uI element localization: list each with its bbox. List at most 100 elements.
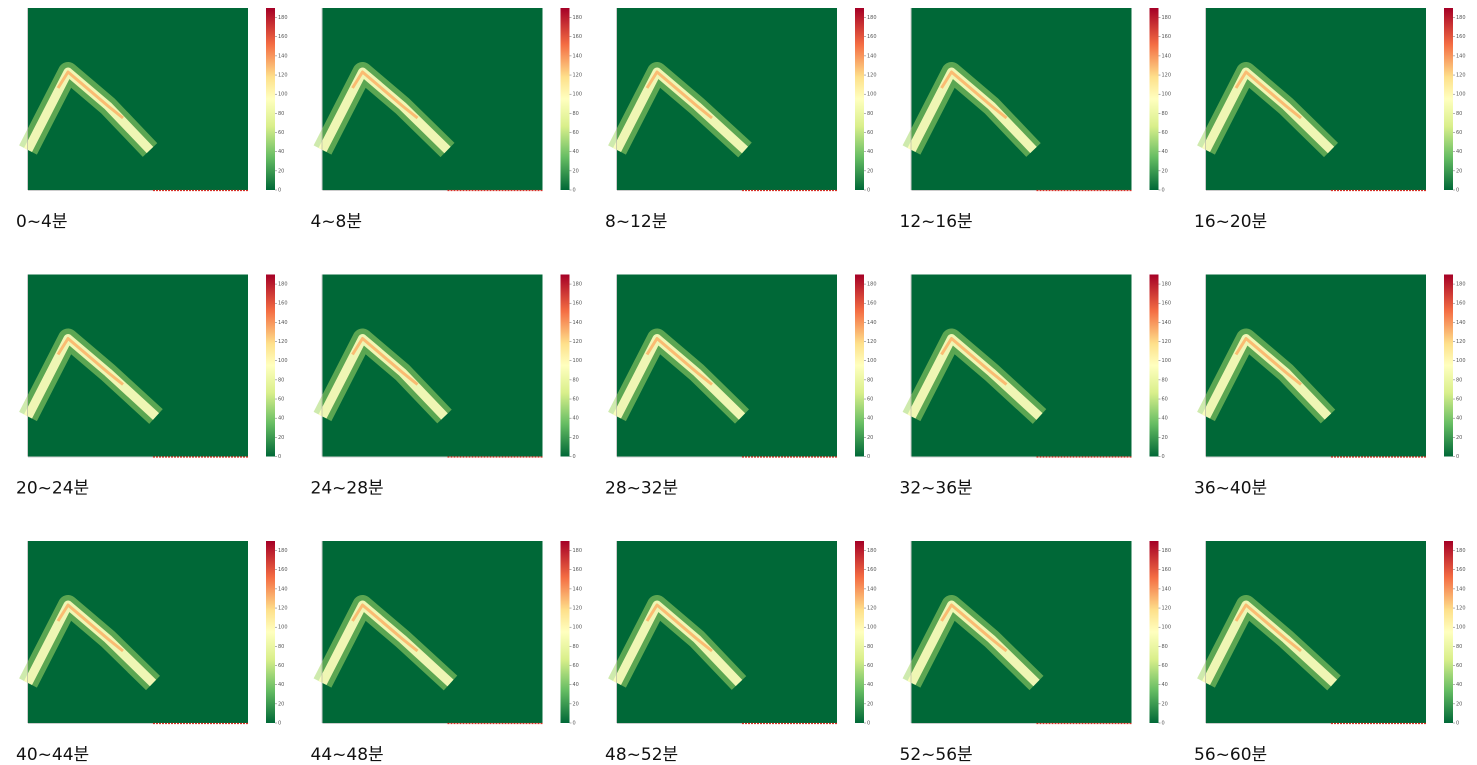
heatmap-band-core xyxy=(56,70,124,120)
colorbar-tick-label: 80 xyxy=(867,644,873,650)
colorbar-tick-label: 20 xyxy=(573,168,579,174)
colorbar-tick-label: 120 xyxy=(1456,73,1466,79)
colorbar-tick-label: 140 xyxy=(573,53,583,59)
colorbar xyxy=(1149,274,1159,457)
colorbar-tick-label: 140 xyxy=(867,53,877,59)
colorbar-tick-label: 180 xyxy=(1162,282,1172,288)
colorbar-tick-label: 140 xyxy=(867,320,877,326)
colorbar-tick-label: 180 xyxy=(278,548,288,554)
colorbar-tick-label: 80 xyxy=(867,111,873,117)
heatmap-panel: 0 20 40 60 80 100 120 140 160 180 24~28분 xyxy=(311,274,583,499)
colorbar-tick-label: 120 xyxy=(1162,339,1172,345)
colorbar-tick-label: 120 xyxy=(573,606,583,612)
colorbar-tick-label: 60 xyxy=(1162,130,1168,136)
colorbar-tick-label: 80 xyxy=(1162,111,1168,117)
colorbar-tick-label: 0 xyxy=(278,188,281,194)
colorbar-tick-label: 140 xyxy=(573,586,583,592)
colorbar-tick-label: 160 xyxy=(278,301,288,307)
panel-caption: 12~16분 xyxy=(900,212,973,232)
heatmap-panel: 0 20 40 60 80 100 120 140 160 180 12~16분 xyxy=(900,8,1172,232)
heatmap-panel: 0 20 40 60 80 100 120 140 160 180 28~32분 xyxy=(605,274,877,499)
colorbar-tick-label: 180 xyxy=(278,282,288,288)
colorbar-tick-label: 40 xyxy=(1162,682,1168,688)
colorbar-tick-label: 20 xyxy=(573,435,579,441)
colorbar-tick-label: 40 xyxy=(867,682,873,688)
colorbar-tick-label: 20 xyxy=(278,435,284,441)
colorbar-tick-label: 80 xyxy=(867,377,873,383)
colorbar-tick-label: 40 xyxy=(573,682,579,688)
panel-caption: 36~40분 xyxy=(1194,479,1267,499)
heatmap-panel: 0 20 40 60 80 100 120 140 160 180 48~52분 xyxy=(605,541,877,765)
colorbar-tick-label: 40 xyxy=(278,682,284,688)
colorbar-tick-label: 160 xyxy=(1162,301,1172,307)
colorbar-tick-label: 60 xyxy=(573,663,579,669)
heatmap-band-core xyxy=(351,337,419,386)
colorbar-tick-label: 100 xyxy=(573,625,583,631)
colorbar-tick-label: 60 xyxy=(1456,130,1462,136)
colorbar-tick-label: 160 xyxy=(1456,567,1466,573)
colorbar-tick-label: 100 xyxy=(1162,625,1172,631)
colorbar-tick-label: 140 xyxy=(278,586,288,592)
colorbar-tick-label: 120 xyxy=(278,339,288,345)
colorbar-tick-label: 0 xyxy=(573,454,576,460)
colorbar-tick-label: 120 xyxy=(867,606,877,612)
colorbar-tick-label: 160 xyxy=(1456,301,1466,307)
colorbar-tick-label: 60 xyxy=(573,397,579,403)
heatmap-band-core xyxy=(351,603,419,653)
colorbar xyxy=(266,8,275,190)
colorbar-tick-label: 60 xyxy=(278,663,284,669)
colorbar xyxy=(560,541,570,723)
colorbar-tick-label: 80 xyxy=(573,111,579,117)
colorbar-tick-label: 160 xyxy=(1162,34,1172,40)
heatmap-panel: 0 20 40 60 80 100 120 140 160 180 32~36분 xyxy=(900,274,1172,499)
colorbar-tick-label: 100 xyxy=(278,625,288,631)
colorbar-tick-label: 100 xyxy=(573,358,583,364)
heatmap-panel: 0 20 40 60 80 100 120 140 160 180 56~60분 xyxy=(1194,541,1466,765)
colorbar-tick-label: 140 xyxy=(278,53,288,59)
colorbar xyxy=(560,274,570,457)
colorbar-tick-label: 20 xyxy=(1162,168,1168,174)
panel-caption: 40~44분 xyxy=(16,745,89,765)
colorbar-tick-label: 100 xyxy=(278,92,288,98)
colorbar-tick-label: 180 xyxy=(867,15,877,21)
heatmap-band-core xyxy=(645,70,713,120)
colorbar-tick-label: 40 xyxy=(1456,416,1462,422)
colorbar-tick-label: 0 xyxy=(867,721,870,727)
colorbar-tick-label: 20 xyxy=(573,701,579,707)
colorbar-tick-label: 160 xyxy=(573,301,583,307)
colorbar-tick-label: 120 xyxy=(1162,73,1172,79)
colorbar-tick-label: 160 xyxy=(867,301,877,307)
colorbar xyxy=(1444,274,1453,457)
colorbar-tick-label: 180 xyxy=(1162,15,1172,21)
colorbar-tick-label: 160 xyxy=(278,567,288,573)
heatmap-panel: 0 20 40 60 80 100 120 140 160 180 20~24분 xyxy=(16,274,288,499)
colorbar-tick-label: 80 xyxy=(573,377,579,383)
heatmap-band-core xyxy=(1234,70,1302,120)
colorbar-tick-label: 20 xyxy=(278,701,284,707)
colorbar-tick-label: 20 xyxy=(867,168,873,174)
colorbar xyxy=(855,541,864,723)
colorbar-tick-label: 120 xyxy=(1456,339,1466,345)
colorbar-tick-label: 0 xyxy=(1456,188,1459,194)
panel-caption: 28~32분 xyxy=(605,479,678,499)
colorbar-tick-label: 60 xyxy=(867,397,873,403)
colorbar-tick-label: 100 xyxy=(1456,625,1466,631)
colorbar-tick-label: 120 xyxy=(1162,606,1172,612)
colorbar-tick-label: 140 xyxy=(1456,53,1466,59)
colorbar-tick-label: 60 xyxy=(1162,663,1168,669)
colorbar-tick-label: 60 xyxy=(1162,397,1168,403)
colorbar-tick-label: 100 xyxy=(1456,358,1466,364)
colorbar-tick-label: 120 xyxy=(573,339,583,345)
colorbar-tick-label: 160 xyxy=(867,34,877,40)
colorbar-tick-label: 40 xyxy=(1456,149,1462,155)
colorbar-tick-label: 40 xyxy=(1162,416,1168,422)
heatmap-panel: 0 20 40 60 80 100 120 140 160 180 0~4분 xyxy=(16,8,288,232)
colorbar xyxy=(855,8,864,190)
colorbar-tick-label: 60 xyxy=(278,130,284,136)
colorbar-tick-label: 0 xyxy=(1456,454,1459,460)
panel-caption: 52~56분 xyxy=(900,745,973,765)
colorbar-tick-label: 40 xyxy=(867,416,873,422)
colorbar-tick-label: 20 xyxy=(867,701,873,707)
heatmap-band-core xyxy=(645,603,713,653)
panel-caption: 44~48분 xyxy=(311,745,384,765)
